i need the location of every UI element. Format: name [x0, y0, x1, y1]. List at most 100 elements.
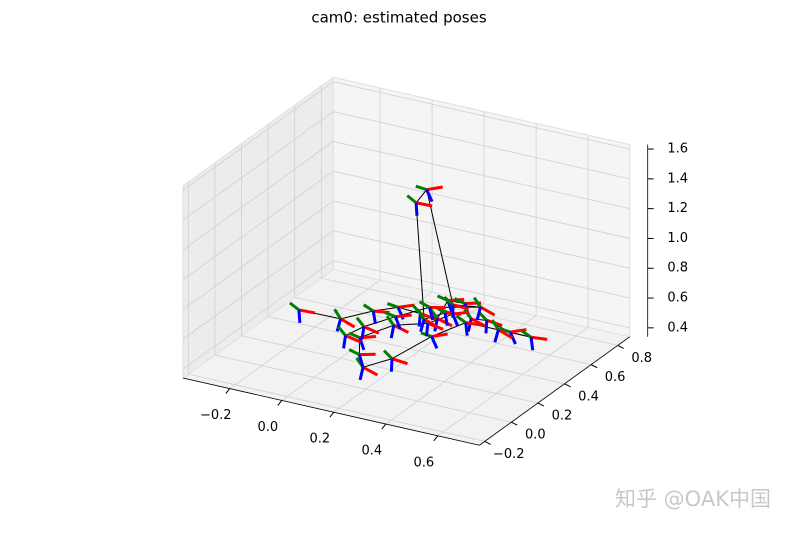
pose-axis [491, 319, 500, 331]
grid-line [214, 354, 512, 423]
pose-axis [348, 348, 361, 356]
tick-mark [617, 344, 624, 349]
tick-mark [511, 421, 518, 426]
pose-axis [529, 337, 535, 351]
tick-mark [225, 388, 231, 394]
pose-axis [463, 308, 473, 320]
pose-axis [371, 310, 377, 325]
z-tick-label: 0.8 [667, 261, 688, 276]
camera-pose [418, 300, 446, 321]
camera-pose [355, 316, 380, 340]
grid-line [182, 141, 334, 251]
grid-line [268, 316, 565, 385]
pose-axis [358, 337, 366, 351]
grid-line [182, 81, 334, 191]
pose-axis [360, 326, 366, 340]
z-tick-label: 1.6 [667, 142, 688, 157]
pose-axis [423, 317, 439, 329]
pose-axis [357, 354, 365, 368]
pose-axis [335, 318, 343, 332]
camera-pose [384, 311, 412, 330]
pose-axis [416, 308, 426, 320]
pose-axis [428, 306, 435, 321]
camera-pose [443, 295, 470, 318]
pose-axis [344, 334, 362, 344]
tick-mark [537, 402, 545, 407]
grid-line [182, 230, 334, 340]
camera-pose [415, 184, 443, 203]
pose-axis [425, 189, 434, 203]
grid-line [333, 200, 630, 269]
grid-line [182, 200, 334, 310]
tick-mark [590, 364, 598, 369]
pose-axis [493, 329, 500, 343]
y-tick-label: 0.2 [552, 409, 573, 424]
pose-axis [426, 185, 443, 192]
pose-axis [298, 308, 316, 315]
grid-line [229, 279, 381, 389]
pose-axis [464, 322, 469, 336]
pose-axis [348, 331, 361, 339]
grid-line [294, 296, 592, 366]
watermark: 知乎 @OAK中国 [615, 487, 771, 511]
pose-axis [424, 323, 430, 337]
tick-mark [433, 435, 439, 442]
grid-line [182, 111, 334, 221]
pose-axis [397, 303, 415, 309]
pose-axis [394, 316, 402, 330]
pose-axis [337, 325, 347, 337]
back-pane [332, 76, 631, 338]
pose-axis [418, 300, 431, 309]
pose-axis [465, 321, 483, 327]
pose-axis [530, 335, 548, 341]
pose-axis [498, 327, 511, 334]
camera-pose [498, 327, 527, 345]
x-tick-label: −0.2 [200, 408, 232, 423]
grid-line [333, 303, 485, 413]
camera-pose [337, 325, 362, 349]
grid-line [333, 111, 630, 180]
grid-line [333, 140, 630, 210]
x-tick-label: 0.4 [361, 444, 382, 459]
pose-axis [419, 318, 426, 333]
pose-axis [382, 349, 394, 360]
pose-axis [385, 315, 395, 327]
z-tick-label: 1.4 [667, 171, 688, 186]
y-axis-line [479, 336, 630, 446]
pose-axis [430, 335, 439, 350]
grid-line [182, 170, 334, 280]
pose-axis [355, 316, 366, 328]
pose-axis [497, 328, 514, 340]
pose-axis [414, 202, 419, 216]
y-tick-label: 0.4 [578, 389, 599, 404]
grid-line [333, 260, 630, 329]
grid-line [437, 327, 589, 437]
camera-pose [348, 348, 376, 368]
camera-pose [520, 329, 548, 351]
tick-mark [564, 383, 571, 388]
pose-axis [415, 201, 433, 208]
y-tick-label: 0.8 [631, 351, 652, 366]
x-tick-label: 0.0 [257, 420, 278, 435]
grid-line [182, 260, 334, 370]
z-tick-label: 0.6 [667, 291, 688, 306]
grid-line [188, 373, 485, 442]
grid-line [241, 335, 539, 404]
pose-axis [389, 324, 396, 339]
camera-pose [406, 194, 433, 216]
pose-axis [363, 325, 380, 335]
pose-axis [386, 302, 399, 309]
trajectory [298, 188, 532, 368]
tick-mark [329, 411, 335, 418]
pose-axis [393, 323, 410, 334]
pose-axis [342, 335, 348, 349]
pose-axis [406, 194, 418, 204]
pose-axis [395, 313, 412, 319]
camera-pose [382, 349, 408, 372]
pose-axis [479, 305, 496, 317]
pose-axis [384, 311, 397, 319]
pose-axis [333, 308, 342, 320]
camera-pose [385, 315, 410, 339]
pose-axis [520, 329, 532, 339]
pose-axis [358, 366, 365, 381]
